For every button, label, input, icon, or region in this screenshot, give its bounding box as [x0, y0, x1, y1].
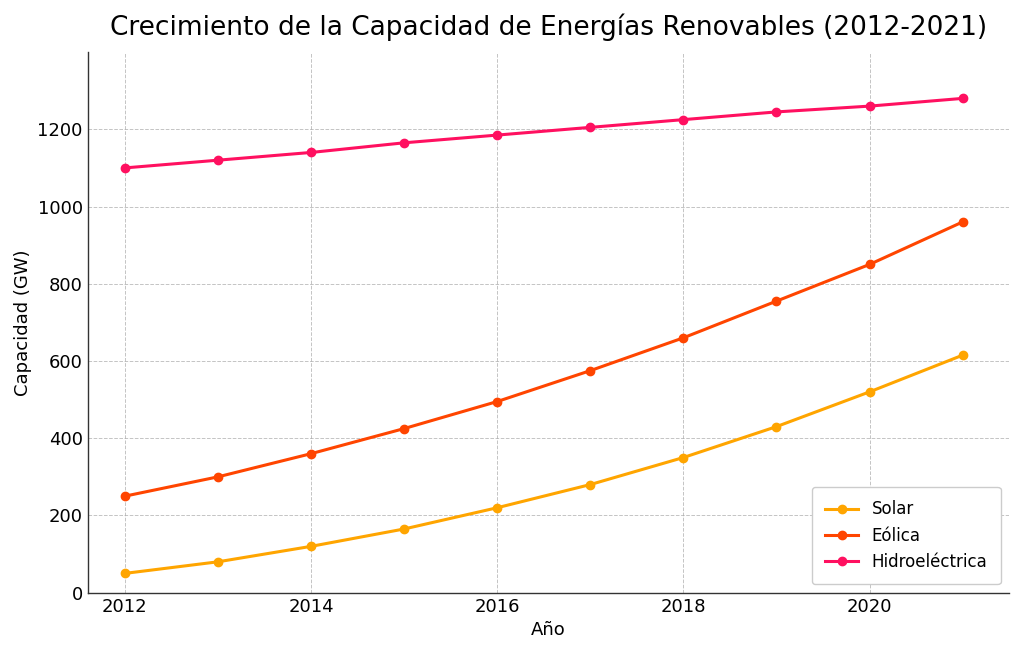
Solar — [677, 454, 690, 462]
Hidroeléctrica — [119, 164, 131, 172]
Solar — [957, 351, 969, 359]
Eólica — [212, 473, 224, 481]
Solar — [398, 525, 410, 533]
Solar — [119, 569, 131, 577]
Solar — [212, 558, 224, 565]
Eólica — [491, 398, 503, 406]
Eólica — [677, 334, 690, 342]
Line: Eólica: Eólica — [121, 218, 967, 500]
Eólica — [957, 218, 969, 226]
Eólica — [584, 367, 596, 375]
Solar — [770, 422, 783, 430]
Solar — [863, 388, 876, 396]
Hidroeléctrica — [212, 156, 224, 164]
Hidroeléctrica — [770, 108, 783, 116]
Hidroeléctrica — [398, 139, 410, 147]
Y-axis label: Capacidad (GW): Capacidad (GW) — [14, 249, 32, 396]
Eólica — [398, 424, 410, 432]
Line: Hidroeléctrica: Hidroeléctrica — [121, 94, 967, 172]
Hidroeléctrica — [677, 116, 690, 123]
Hidroeléctrica — [491, 131, 503, 139]
Solar — [491, 504, 503, 512]
Hidroeléctrica — [305, 148, 317, 156]
Eólica — [305, 450, 317, 458]
Eólica — [863, 261, 876, 268]
Line: Solar: Solar — [121, 351, 967, 577]
Eólica — [770, 297, 783, 305]
Solar — [584, 481, 596, 488]
Solar — [305, 543, 317, 550]
Legend: Solar, Eólica, Hidroeléctrica: Solar, Eólica, Hidroeléctrica — [811, 487, 1000, 584]
Title: Crecimiento de la Capacidad de Energías Renovables (2012-2021): Crecimiento de la Capacidad de Energías … — [109, 14, 987, 41]
X-axis label: Año: Año — [531, 621, 566, 639]
Hidroeléctrica — [863, 103, 876, 110]
Eólica — [119, 492, 131, 500]
Hidroeléctrica — [584, 123, 596, 131]
Hidroeléctrica — [957, 95, 969, 103]
